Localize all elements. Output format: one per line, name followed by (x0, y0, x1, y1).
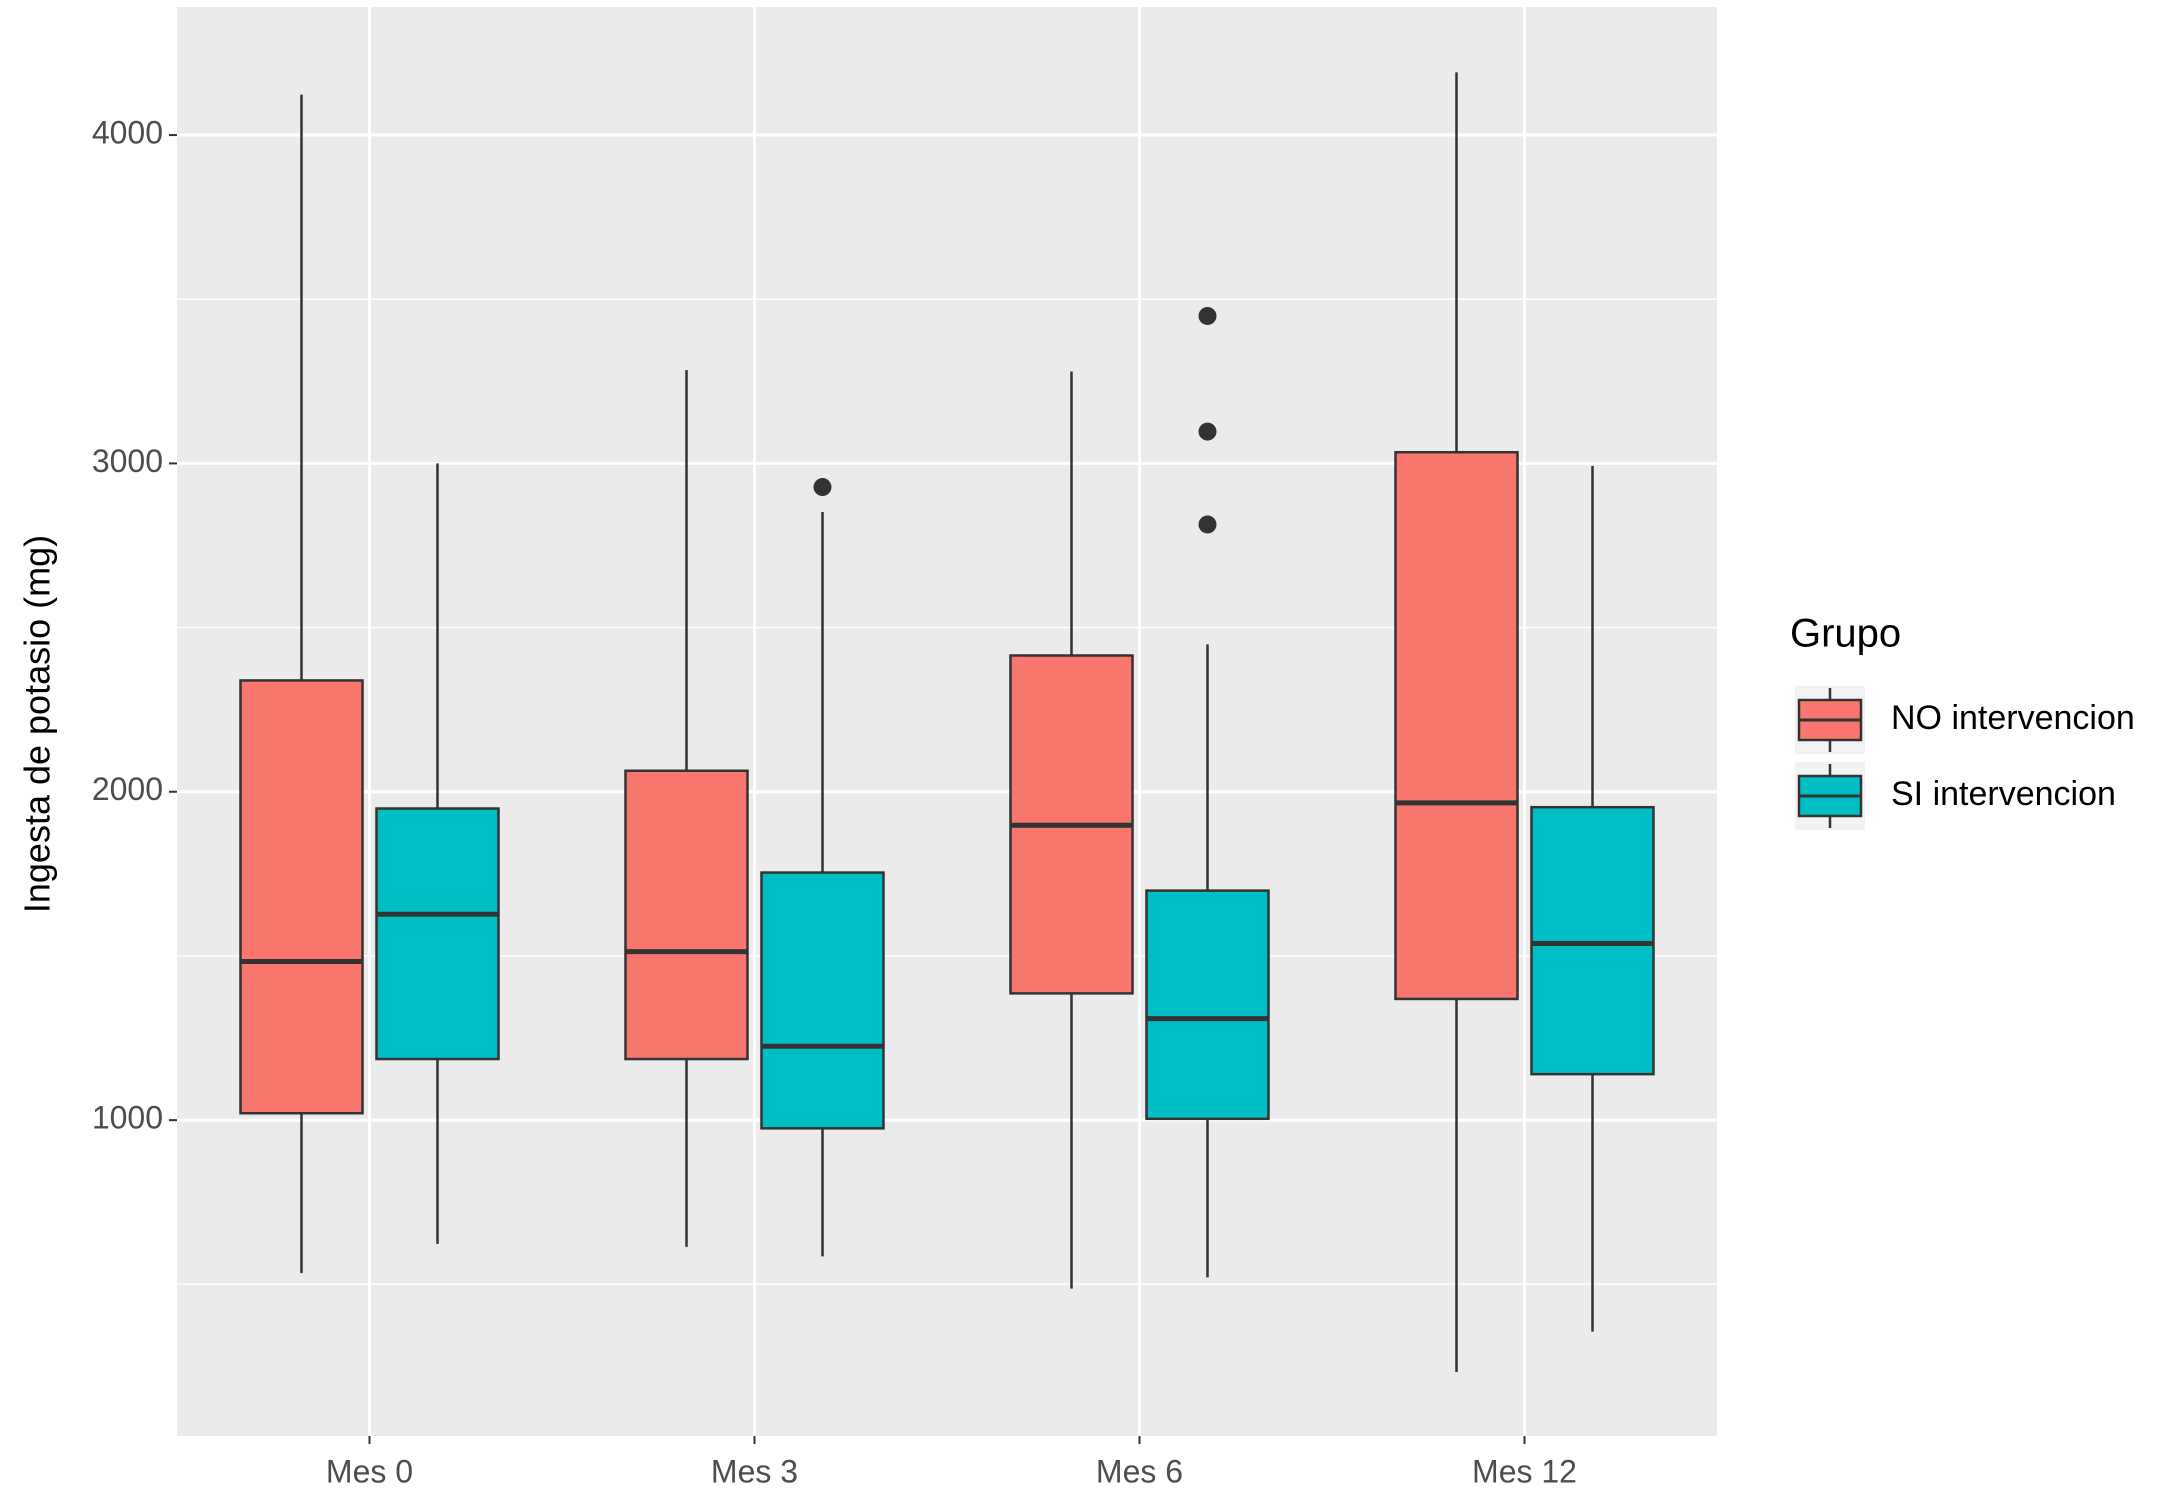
x-tick-label: Mes 0 (326, 1453, 413, 1489)
y-tick-label: 3000 (92, 443, 163, 479)
y-tick-label: 4000 (92, 115, 163, 151)
y-tick-label: 2000 (92, 771, 163, 807)
box (1394, 450, 1519, 1001)
outlier (1198, 515, 1217, 534)
outlier (1198, 422, 1217, 441)
x-tick-label: Mes 3 (711, 1453, 798, 1489)
box (239, 679, 364, 1115)
legend-title: Grupo (1790, 612, 1901, 656)
legend-label: NO intervencion (1891, 699, 2135, 737)
box (624, 769, 749, 1061)
y-axis-title: Ingesta de potasio (mg) (17, 535, 58, 913)
outlier (813, 478, 832, 497)
box (1145, 889, 1270, 1121)
outlier (1198, 306, 1217, 325)
y-tick-label: 1000 (92, 1100, 163, 1136)
x-tick-label: Mes 6 (1096, 1453, 1183, 1489)
x-tick-label: Mes 12 (1472, 1453, 1577, 1489)
legend-label: SI intervencion (1891, 775, 2116, 813)
box (760, 871, 885, 1130)
box (1530, 805, 1655, 1076)
box (375, 807, 500, 1061)
